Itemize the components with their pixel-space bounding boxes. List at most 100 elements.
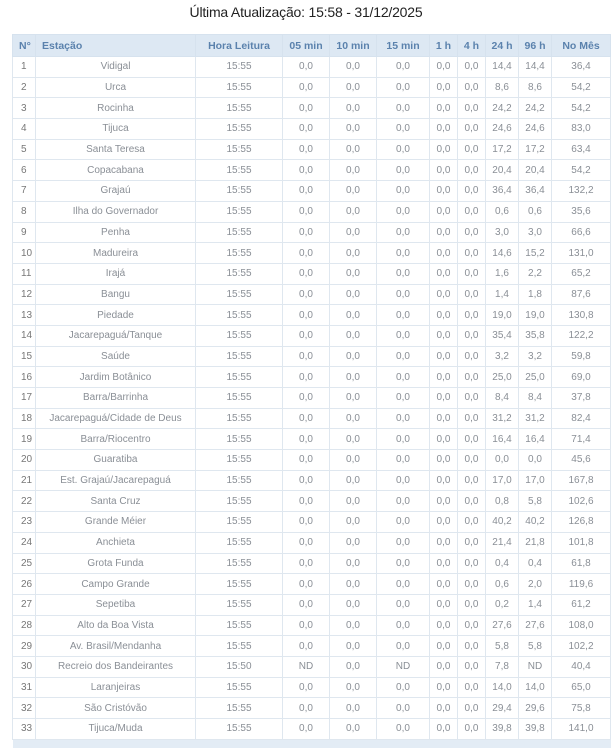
cell-rain-month: 132,2 <box>551 180 611 202</box>
table-footer <box>12 739 611 748</box>
cell-rain-15min: 0,0 <box>376 138 430 161</box>
cell-reading-time: 15:55 <box>195 345 283 368</box>
column-header-rain-month[interactable]: No Mês <box>551 34 611 57</box>
cell-rain-1h: 0,0 <box>429 97 458 120</box>
cell-reading-time: 15:55 <box>195 407 283 430</box>
cell-number: 4 <box>12 118 36 140</box>
column-header-station[interactable]: Estação <box>35 34 196 57</box>
cell-rain-96h: 39,8 <box>518 718 552 740</box>
cell-number: 30 <box>12 655 36 678</box>
table-row: 27 Sepetiba 15:55 0,0 0,0 0,0 0,0 0,0 0,2 1,4 61,2 <box>12 593 611 616</box>
cell-rain-05min: 0,0 <box>282 531 330 554</box>
cell-rain-96h: 8,6 <box>518 76 552 99</box>
cell-reading-time: 15:55 <box>195 531 283 554</box>
table-row: 11 Irajá 15:55 0,0 0,0 0,0 0,0 0,0 1,6 2,2 65,2 <box>12 262 611 285</box>
cell-rain-month: 122,2 <box>551 324 611 347</box>
cell-station: Penha <box>35 221 196 244</box>
cell-rain-15min: 0,0 <box>376 56 430 78</box>
cell-rain-24h: 0,2 <box>485 593 519 616</box>
cell-number: 5 <box>12 138 36 161</box>
cell-rain-15min: 0,0 <box>376 97 430 120</box>
cell-rain-15min: 0,0 <box>376 614 430 637</box>
cell-number: 15 <box>12 345 36 368</box>
cell-reading-time: 15:55 <box>195 387 283 409</box>
cell-rain-24h: 14,0 <box>485 676 519 699</box>
cell-reading-time: 15:55 <box>195 697 283 719</box>
cell-number: 29 <box>12 635 36 657</box>
column-header-reading-time[interactable]: Hora Leitura <box>195 34 283 57</box>
cell-number: 21 <box>12 469 36 492</box>
column-header-rain-1h[interactable]: 1 h <box>429 34 458 57</box>
cell-rain-1h: 0,0 <box>429 76 458 99</box>
cell-rain-10min: 0,0 <box>329 283 377 306</box>
cell-rain-96h: 24,2 <box>518 97 552 120</box>
cell-rain-10min: 0,0 <box>329 635 377 657</box>
cell-rain-4h: 0,0 <box>457 200 486 223</box>
cell-rain-10min: 0,0 <box>329 511 377 533</box>
cell-rain-month: 83,0 <box>551 118 611 140</box>
cell-rain-24h: 0,8 <box>485 490 519 513</box>
cell-rain-4h: 0,0 <box>457 511 486 533</box>
cell-rain-15min: 0,0 <box>376 718 430 740</box>
cell-rain-4h: 0,0 <box>457 676 486 699</box>
cell-reading-time: 15:55 <box>195 635 283 657</box>
table-row: 25 Grota Funda 15:55 0,0 0,0 0,0 0,0 0,0 0,4 0,4 6… <box>12 552 611 575</box>
cell-rain-96h: 15,2 <box>518 242 552 264</box>
column-header-rain-05min[interactable]: 05 min <box>282 34 330 57</box>
cell-number: 12 <box>12 283 36 306</box>
cell-station: Alto da Boa Vista <box>35 614 196 637</box>
cell-rain-4h: 0,0 <box>457 56 486 78</box>
cell-rain-month: 75,8 <box>551 697 611 719</box>
cell-number: 24 <box>12 531 36 554</box>
cell-rain-05min: 0,0 <box>282 97 330 120</box>
cell-rain-month: 37,8 <box>551 387 611 409</box>
cell-rain-05min: 0,0 <box>282 345 330 368</box>
column-header-rain-4h[interactable]: 4 h <box>457 34 486 57</box>
cell-rain-month: 40,4 <box>551 655 611 678</box>
cell-reading-time: 15:55 <box>195 469 283 492</box>
cell-rain-24h: 14,6 <box>485 242 519 264</box>
cell-rain-4h: 0,0 <box>457 76 486 99</box>
cell-station: Irajá <box>35 262 196 285</box>
cell-rain-15min: 0,0 <box>376 387 430 409</box>
cell-rain-1h: 0,0 <box>429 304 458 326</box>
cell-rain-96h: 27,6 <box>518 614 552 637</box>
cell-rain-1h: 0,0 <box>429 345 458 368</box>
table-row: 22 Santa Cruz 15:55 0,0 0,0 0,0 0,0 0,0 0,8 5,8 10… <box>12 490 611 513</box>
cell-rain-24h: 1,6 <box>485 262 519 285</box>
cell-rain-month: 167,8 <box>551 469 611 492</box>
cell-rain-15min: 0,0 <box>376 490 430 513</box>
column-header-rain-10min[interactable]: 10 min <box>329 34 377 57</box>
cell-reading-time: 15:55 <box>195 676 283 699</box>
column-header-number[interactable]: N° <box>12 34 36 57</box>
cell-number: 7 <box>12 180 36 202</box>
cell-rain-24h: 7,8 <box>485 655 519 678</box>
cell-rain-24h: 3,2 <box>485 345 519 368</box>
cell-rain-1h: 0,0 <box>429 490 458 513</box>
column-header-rain-15min[interactable]: 15 min <box>376 34 430 57</box>
table-row: 12 Bangu 15:55 0,0 0,0 0,0 0,0 0,0 1,4 1,8 87,6 <box>12 283 611 306</box>
cell-number: 28 <box>12 614 36 637</box>
cell-rain-96h: 24,6 <box>518 118 552 140</box>
table-row: 2 Urca 15:55 0,0 0,0 0,0 0,0 0,0 8,6 8,6 54,2 <box>12 76 611 99</box>
cell-rain-96h: 35,8 <box>518 324 552 347</box>
column-header-rain-96h[interactable]: 96 h <box>518 34 552 57</box>
cell-rain-24h: 0,6 <box>485 573 519 595</box>
cell-rain-4h: 0,0 <box>457 345 486 368</box>
cell-rain-24h: 14,4 <box>485 56 519 78</box>
cell-rain-96h: 31,2 <box>518 407 552 430</box>
cell-rain-month: 65,0 <box>551 676 611 699</box>
cell-reading-time: 15:55 <box>195 366 283 388</box>
cell-number: 11 <box>12 262 36 285</box>
cell-rain-05min: 0,0 <box>282 449 330 471</box>
cell-rain-10min: 0,0 <box>329 387 377 409</box>
cell-rain-1h: 0,0 <box>429 387 458 409</box>
cell-rain-10min: 0,0 <box>329 324 377 347</box>
cell-rain-15min: 0,0 <box>376 573 430 595</box>
cell-number: 9 <box>12 221 36 244</box>
table-row: 32 São Cristóvão 15:55 0,0 0,0 0,0 0,0 0,0 29,4 2… <box>12 697 611 719</box>
cell-station: Recreio dos Bandeirantes <box>35 655 196 678</box>
column-header-rain-24h[interactable]: 24 h <box>485 34 519 57</box>
cell-reading-time: 15:55 <box>195 428 283 451</box>
cell-reading-time: 15:55 <box>195 180 283 202</box>
